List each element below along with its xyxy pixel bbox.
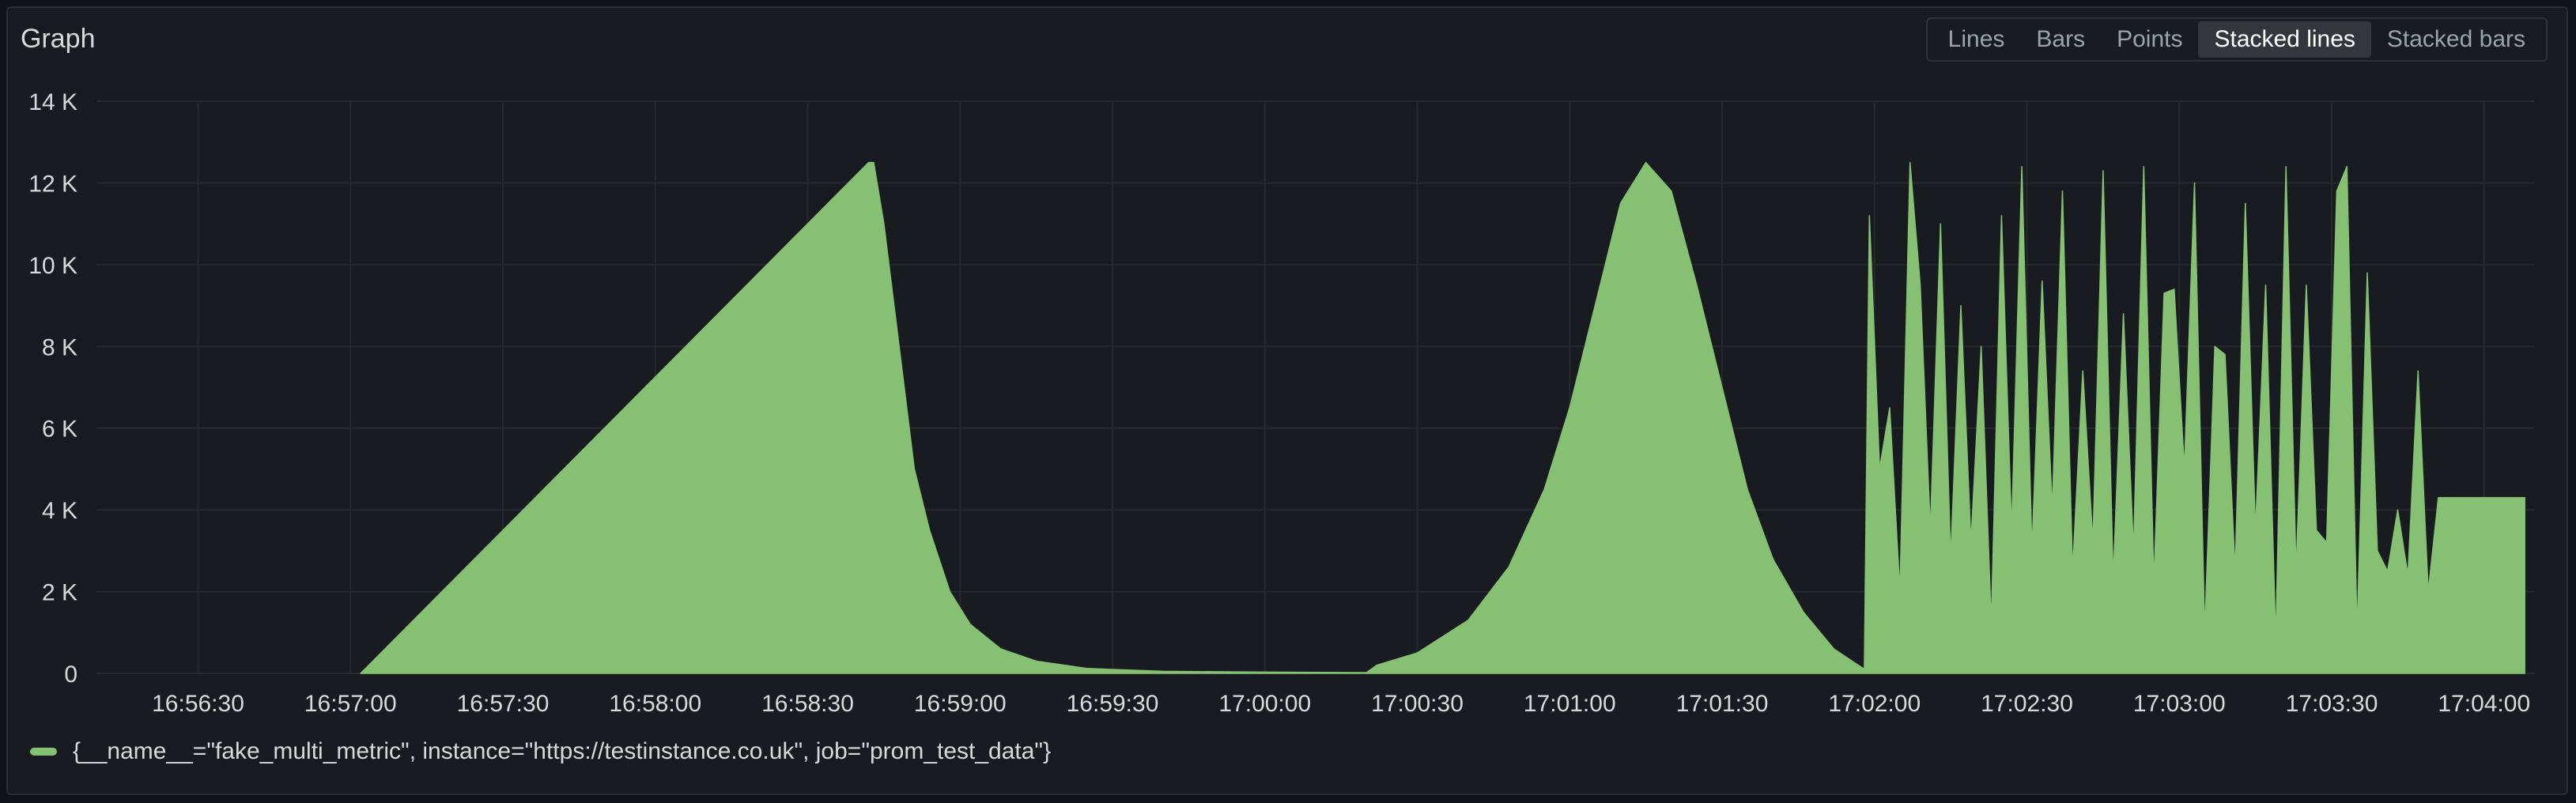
- legend: {__name__="fake_multi_metric", instance=…: [30, 738, 1051, 765]
- x-tick-label: 16:58:30: [761, 691, 854, 717]
- x-tick-label: 16:59:00: [914, 691, 1007, 717]
- visualization-toggle: Lines Bars Points Stacked lines Stacked …: [1925, 17, 2548, 62]
- x-tick-label: 17:03:00: [2133, 691, 2226, 717]
- y-tick-label: 2 K: [42, 580, 77, 606]
- vis-option-lines[interactable]: Lines: [1947, 26, 2005, 52]
- x-tick-label: 17:00:00: [1218, 691, 1311, 717]
- graph-panel: Graph Lines Bars Points Stacked lines St…: [6, 6, 2568, 795]
- vis-option-points[interactable]: Points: [2117, 26, 2183, 52]
- series-area[interactable]: [360, 161, 2525, 674]
- x-tick-label: 16:57:00: [304, 691, 397, 717]
- x-tick-label: 16:59:30: [1067, 691, 1159, 717]
- x-tick-label: 16:57:30: [457, 691, 550, 717]
- y-tick-label: 10 K: [28, 253, 77, 279]
- vis-option-bars[interactable]: Bars: [2036, 26, 2086, 52]
- vis-option-stacked-bars[interactable]: Stacked bars: [2386, 26, 2525, 52]
- time-series-chart: 0 2 K 4 K 6 K 8 K 10 K 12 K 14 K 16:56:30 16:57:0…: [28, 89, 2535, 717]
- x-tick-label: 17:01:30: [1676, 691, 1769, 717]
- y-tick-label: 14 K: [28, 89, 77, 115]
- y-tick-label: 8 K: [42, 334, 77, 360]
- vis-option-stacked-lines[interactable]: Stacked lines: [2198, 21, 2371, 58]
- x-tick-label: 17:02:30: [1981, 691, 2073, 717]
- y-tick-label: 4 K: [42, 498, 77, 524]
- x-tick-label: 17:00:30: [1371, 691, 1464, 717]
- legend-series-label[interactable]: {__name__="fake_multi_metric", instance=…: [73, 738, 1052, 764]
- y-tick-label: 0: [64, 662, 77, 688]
- y-tick-label: 6 K: [42, 417, 77, 443]
- x-tick-label: 17:04:00: [2438, 691, 2530, 717]
- x-tick-label: 17:01:00: [1524, 691, 1616, 717]
- x-tick-label: 16:56:30: [152, 691, 244, 717]
- x-tick-label: 17:02:00: [1828, 691, 1921, 717]
- panel-title: Graph: [21, 24, 96, 54]
- x-tick-label: 16:58:00: [609, 691, 701, 717]
- y-tick-label: 12 K: [28, 171, 77, 197]
- legend-swatch: [30, 748, 57, 756]
- x-tick-label: 17:03:30: [2286, 691, 2378, 717]
